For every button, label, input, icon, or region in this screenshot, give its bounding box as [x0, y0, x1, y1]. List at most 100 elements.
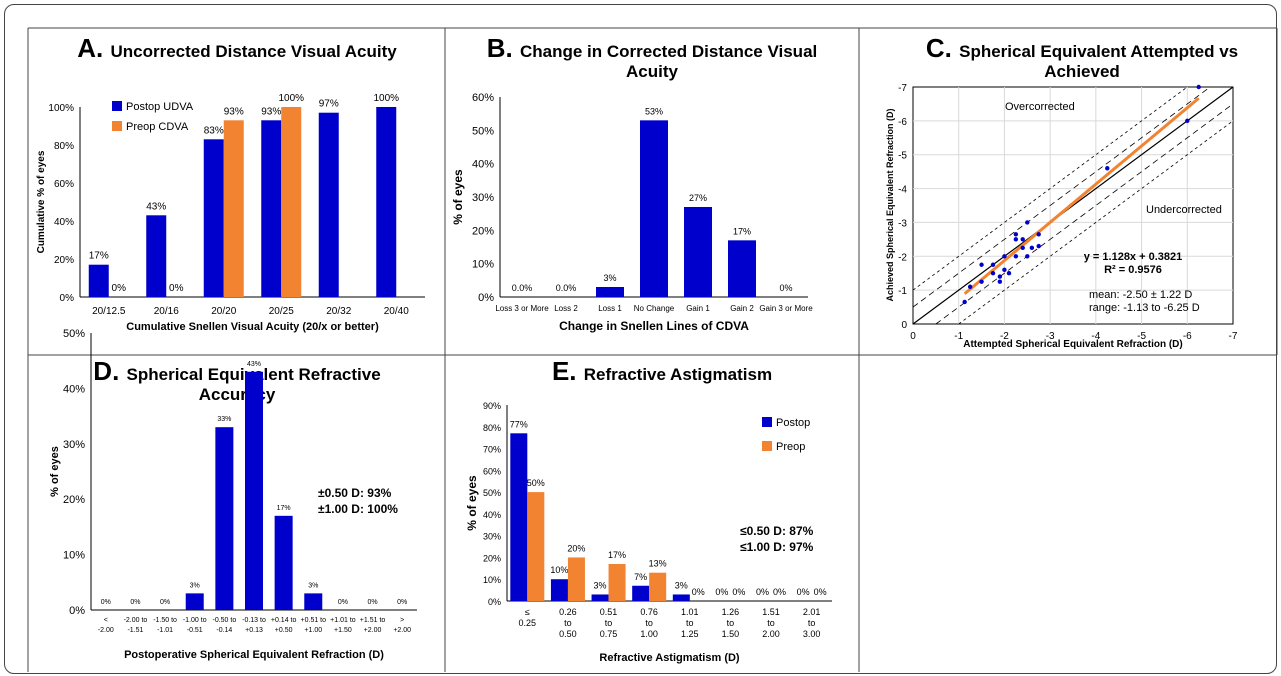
data-point	[1013, 232, 1019, 237]
data-label: 0.0%	[556, 283, 577, 293]
x-tick-label: 0.26	[559, 607, 577, 617]
data-label: 3%	[594, 580, 607, 590]
bar-preop	[649, 572, 667, 601]
y-tick-label: 30%	[472, 192, 494, 204]
y-tick-label: 0%	[478, 292, 494, 304]
data-label: 0%	[715, 587, 728, 597]
legend-label: Postop UDVA	[126, 101, 194, 113]
y-tick-label: 40%	[483, 510, 501, 520]
legend-label: Preop	[776, 441, 805, 453]
x-axis-title: Attempted Spherical Equivalent Refractio…	[963, 339, 1182, 350]
overcorrected-label: Overcorrected	[1005, 101, 1075, 113]
bar-preop-cdva	[281, 107, 302, 297]
y-axis-title: Cumulative % of eyes	[36, 150, 47, 253]
x-tick-label: -2	[1000, 331, 1009, 342]
y-tick-label: 40%	[54, 217, 74, 228]
x-tick-label: -1	[954, 331, 963, 342]
y-axis-title: Achieved Spherical Equivalent Refraction…	[885, 108, 895, 301]
x-tick-label: Loss 1	[598, 304, 622, 313]
x-tick-label: to	[808, 618, 816, 628]
data-label: 0%	[814, 587, 827, 597]
data-point	[1013, 254, 1019, 259]
y-axis-title: % of eyes	[49, 446, 61, 497]
plot-area	[912, 86, 1234, 325]
x-tick-label: +1.50	[334, 627, 352, 634]
x-tick-label: 0.25	[519, 618, 537, 628]
data-point	[1020, 237, 1025, 242]
data-point	[1036, 232, 1041, 237]
x-tick-label: -4	[1091, 331, 1100, 342]
x-axis-title: Postoperative Spherical Equivalent Refra…	[124, 649, 384, 661]
panel-title-E: E. Refractive Astigmatism	[552, 356, 772, 386]
x-tick-label: 20/20	[211, 306, 236, 317]
panel-title-line: Accuracy	[199, 385, 276, 404]
panel-D: 0% 10% 20% 30% 40% 50% < -2.00 0% -2.00 to -1.51 0%…	[49, 328, 417, 661]
data-label: 3%	[675, 580, 688, 590]
x-tick-label: +1.51 to	[360, 617, 386, 624]
data-label: 93%	[261, 106, 281, 117]
y-tick-label: 100%	[48, 103, 74, 114]
x-tick-label: to	[564, 618, 572, 628]
x-tick-label: +2.00	[393, 627, 411, 634]
x-tick-label: No Change	[634, 304, 675, 313]
x-tick-label: 20/16	[154, 306, 179, 317]
data-label: 0.0%	[512, 283, 533, 293]
x-tick-label: 0.50	[559, 629, 577, 639]
data-label: 0%	[367, 599, 377, 606]
data-label: 53%	[645, 106, 663, 116]
data-label: 0%	[779, 283, 792, 293]
x-tick-label: 1.51	[762, 607, 780, 617]
y-tick-label: 0%	[60, 293, 75, 304]
x-axis-title: Change in Snellen Lines of CDVA	[559, 319, 749, 333]
panel-title-line: Acuity	[626, 62, 679, 81]
data-point	[962, 299, 967, 305]
bar-preop	[608, 563, 626, 601]
y-tick-label: 0	[901, 320, 907, 331]
y-tick-label: 20%	[54, 255, 74, 266]
bar-postop	[632, 585, 650, 601]
y-tick-label: 50%	[483, 488, 501, 498]
data-label: 0%	[773, 587, 786, 597]
x-tick-label: 2.00	[762, 629, 780, 639]
data-point	[997, 279, 1003, 284]
x-tick-label: +1.00	[304, 627, 322, 634]
data-label: 3%	[308, 582, 318, 589]
band-0.5-lower	[935, 103, 1234, 325]
data-label: 17%	[89, 251, 109, 262]
data-label: 0%	[160, 599, 170, 606]
data-point	[979, 279, 984, 284]
bar-postop-udva	[203, 139, 224, 297]
panel-title-B: B. Change in Corrected Distance VisualAc…	[487, 33, 818, 81]
y-tick-label: 80%	[54, 141, 74, 152]
data-point	[990, 271, 996, 276]
data-label: 3%	[190, 582, 200, 589]
regression-equation: y = 1.128x + 0.3821	[1084, 251, 1182, 263]
panel-A: 0% 20% 40% 60% 80% 100% 20/12.5 17% 0% 20/16 43% 0%…	[36, 93, 425, 333]
x-tick-label: -1.01	[157, 627, 173, 634]
data-label: 0%	[338, 599, 348, 606]
data-label: 0%	[112, 283, 127, 294]
x-axis-title: Cumulative Snellen Visual Acuity (20/x o…	[126, 321, 379, 333]
x-tick-label: <	[104, 617, 108, 624]
y-tick-label: 10%	[483, 575, 501, 585]
panel-title-C: C. Spherical Equivalent Attempted vsAchi…	[926, 33, 1238, 81]
x-tick-label: +0.14 to	[271, 617, 297, 624]
x-tick-label: -0.14	[216, 627, 232, 634]
data-point	[1025, 220, 1030, 225]
panel-C: 00 -1 -1 -2 -2 -3 -3 -4 -4 -5 -5 -6 -6 -7 -7 Overcorrec…	[885, 83, 1238, 350]
y-tick-label: 0%	[488, 597, 501, 607]
identity-line	[912, 86, 1234, 325]
data-label: 20%	[567, 543, 585, 553]
bar-value	[274, 515, 293, 610]
panel-title: B. Change in Corrected Distance Visual	[487, 33, 818, 63]
x-tick-label: +0.50	[275, 627, 293, 634]
x-tick-label: to	[645, 618, 653, 628]
bar-value	[215, 427, 234, 610]
y-tick-label: -2	[898, 252, 907, 263]
y-tick-label: 50%	[472, 125, 494, 137]
x-tick-label: 0.76	[640, 607, 658, 617]
x-tick-label: 20/25	[269, 306, 294, 317]
bar-value	[596, 287, 624, 297]
data-label: 43%	[146, 201, 166, 212]
